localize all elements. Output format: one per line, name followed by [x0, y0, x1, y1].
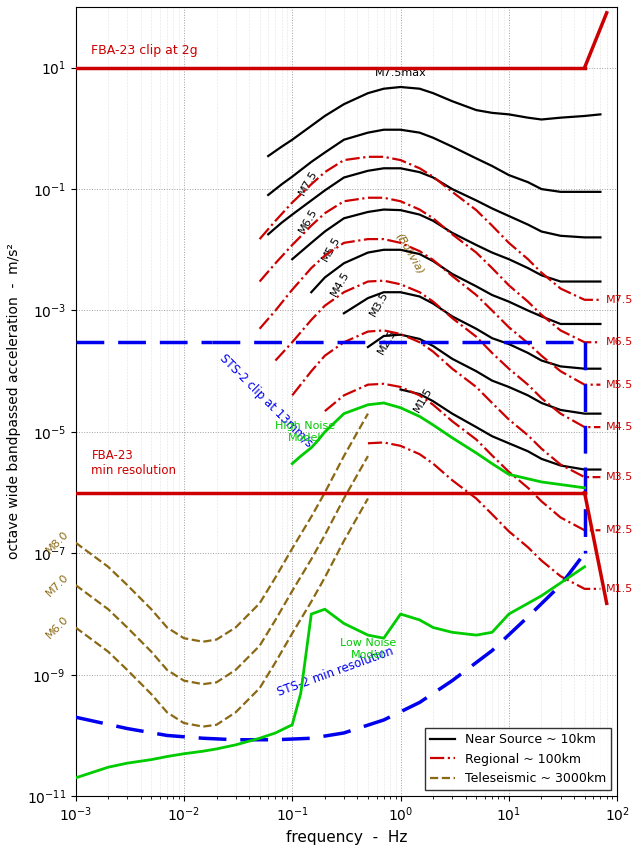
Text: M5.5: M5.5 — [320, 234, 342, 263]
Text: M7.5max: M7.5max — [375, 68, 426, 78]
Text: M6.5: M6.5 — [606, 337, 633, 348]
Text: M6.5: M6.5 — [297, 206, 319, 235]
Text: M1.5: M1.5 — [412, 386, 434, 414]
Text: M3.5: M3.5 — [368, 290, 390, 319]
Legend: Near Source ~ 10km, Regional ~ 100km, Teleseismic ~ 3000km: Near Source ~ 10km, Regional ~ 100km, Te… — [425, 728, 611, 790]
Text: M7.0: M7.0 — [44, 572, 71, 598]
Text: M2.5: M2.5 — [376, 327, 399, 356]
Text: M7.5: M7.5 — [606, 295, 633, 305]
Text: M7.5: M7.5 — [297, 168, 319, 197]
Y-axis label: octave wide bandpassed acceleration  -  m/s²: octave wide bandpassed acceleration - m/… — [7, 244, 21, 560]
Text: High Noise
Model: High Noise Model — [274, 421, 335, 443]
Text: (Bolivia): (Bolivia) — [394, 231, 425, 276]
X-axis label: frequency  -  Hz: frequency - Hz — [286, 830, 407, 845]
Text: M4.5: M4.5 — [606, 422, 633, 432]
Text: Low Noise
Model: Low Noise Model — [340, 638, 396, 659]
Text: M5.5: M5.5 — [606, 380, 633, 389]
Text: M1.5: M1.5 — [606, 584, 633, 594]
Text: FBA-23
min resolution: FBA-23 min resolution — [92, 449, 176, 477]
Text: STS-2 min resolution: STS-2 min resolution — [276, 645, 395, 699]
Text: M8.0: M8.0 — [44, 529, 71, 556]
Text: FBA-23 clip at 2g: FBA-23 clip at 2g — [92, 44, 198, 57]
Text: M4.5: M4.5 — [329, 269, 352, 297]
Text: STS-2 clip at 13mm/s: STS-2 clip at 13mm/s — [217, 352, 315, 450]
Text: M2.5: M2.5 — [606, 525, 633, 535]
Text: M3.5: M3.5 — [606, 472, 633, 482]
Text: M6.0: M6.0 — [44, 614, 71, 641]
